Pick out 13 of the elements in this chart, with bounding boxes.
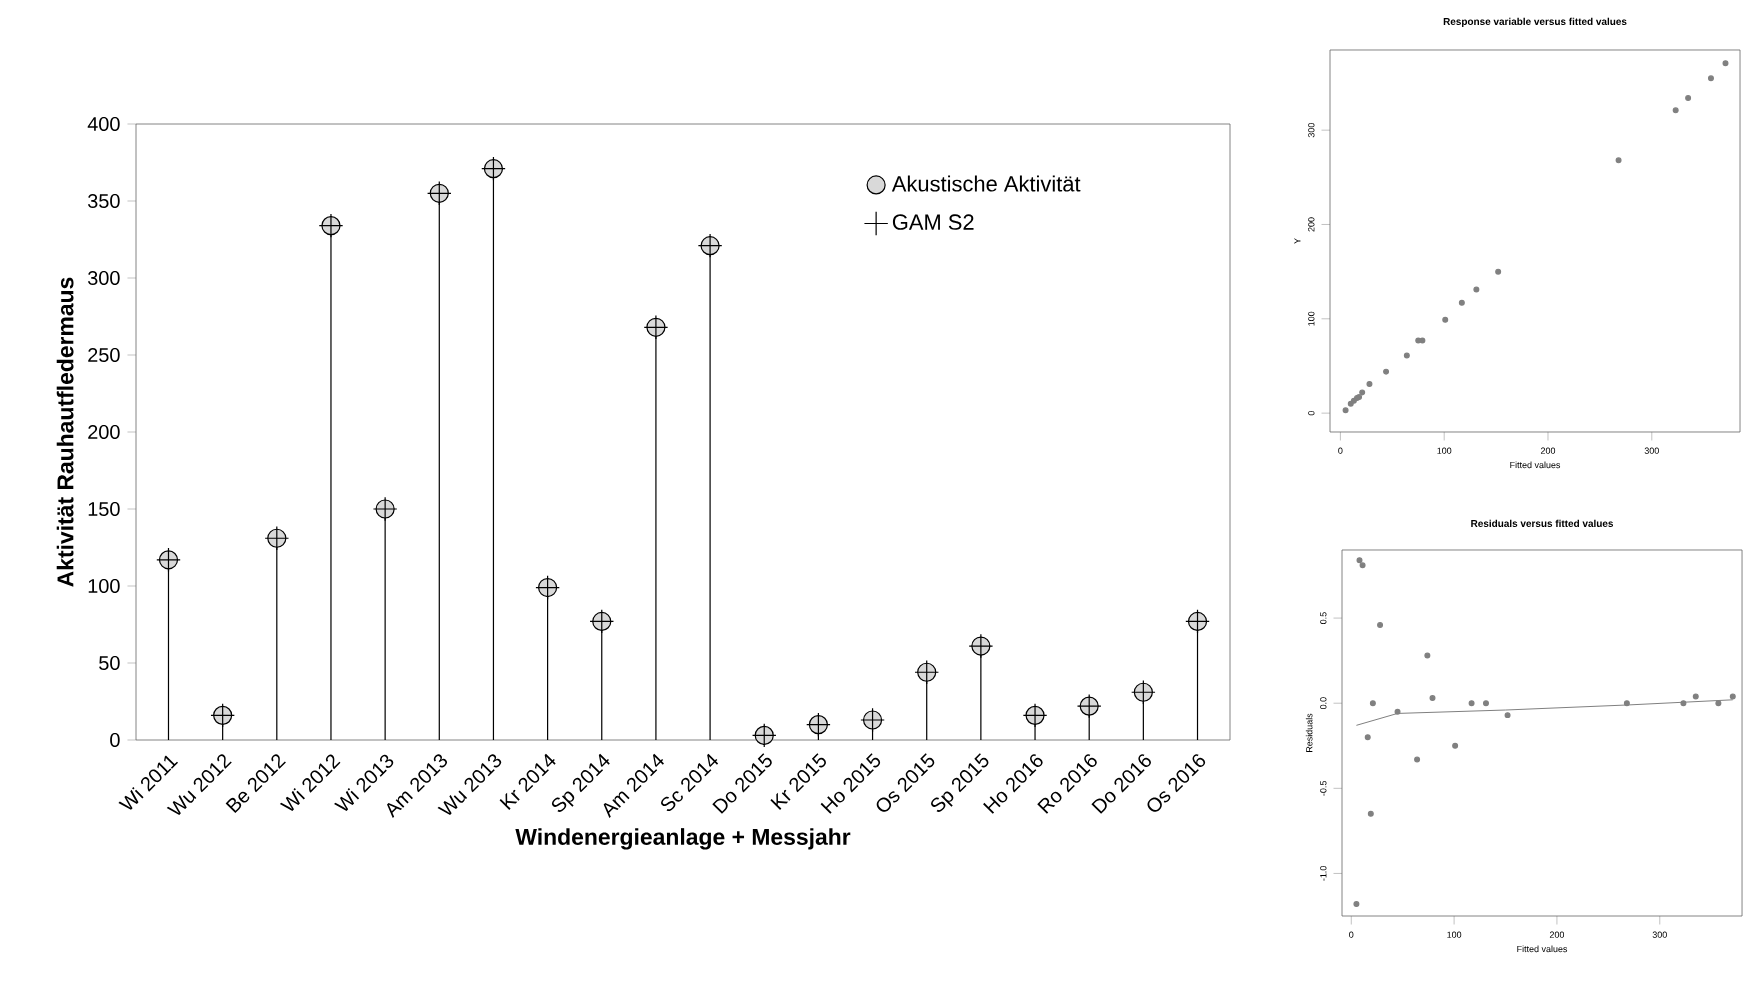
y-tick-label: 300 bbox=[87, 270, 120, 286]
y-tick-label: 150 bbox=[88, 501, 120, 517]
y-tick-label: 0 bbox=[110, 732, 120, 748]
y-tick-label: 250 bbox=[88, 347, 120, 363]
legend-label: GAM S2 bbox=[892, 214, 974, 230]
legend-label: Akustische Aktivität bbox=[891, 175, 1081, 192]
y-tick-label: 50 bbox=[99, 655, 120, 671]
y-tick-label: 100 bbox=[88, 578, 120, 594]
y-tick-label: 350 bbox=[87, 193, 120, 209]
y-tick-label: 400 bbox=[87, 116, 120, 132]
y-tick-label: 200 bbox=[88, 424, 120, 440]
x-axis-title: Windenergieanlage + Messjahr bbox=[515, 828, 851, 850]
y-axis-title: Aktivität Rauhautfledermaus bbox=[56, 277, 74, 587]
